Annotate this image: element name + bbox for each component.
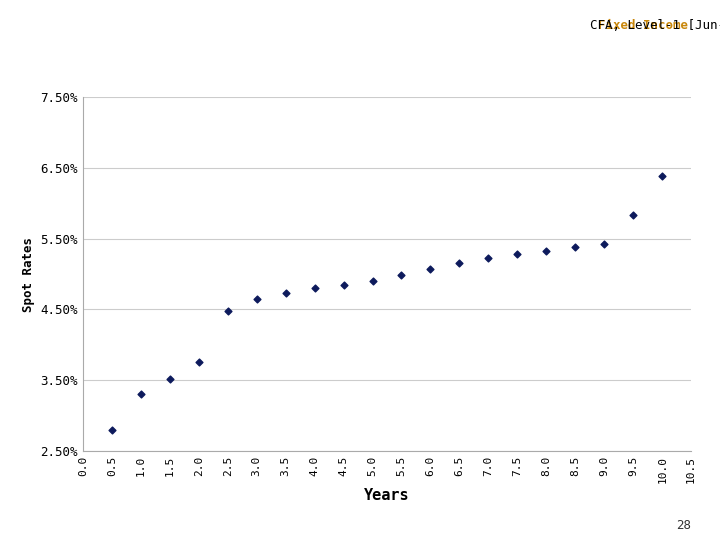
Point: [454, 259, 465, 268]
Point: [628, 211, 639, 220]
Point: [280, 289, 292, 298]
Text: 28: 28: [676, 519, 691, 532]
Point: [366, 277, 378, 286]
Point: [135, 390, 146, 399]
Point: [570, 243, 581, 252]
Point: [541, 247, 552, 256]
Point: [193, 358, 204, 367]
Text: Fixed Income: Fixed Income: [598, 19, 688, 32]
Point: [657, 172, 668, 181]
Y-axis label: Spot Rates: Spot Rates: [22, 237, 35, 312]
X-axis label: Years: Years: [364, 488, 410, 503]
Point: [338, 280, 349, 289]
Point: [222, 307, 233, 315]
Point: [396, 271, 408, 280]
Point: [598, 240, 610, 248]
Point: [425, 265, 436, 273]
Text: CFA, Level-1 [Jun-2007] :: CFA, Level-1 [Jun-2007] :: [590, 19, 720, 32]
Point: [106, 426, 117, 434]
Point: [512, 250, 523, 259]
Point: [164, 374, 176, 383]
Point: [482, 254, 494, 263]
Text: Treasury Yield Curve: Treasury Yield Curve: [41, 49, 294, 72]
Point: [309, 284, 320, 293]
Point: [251, 294, 262, 303]
